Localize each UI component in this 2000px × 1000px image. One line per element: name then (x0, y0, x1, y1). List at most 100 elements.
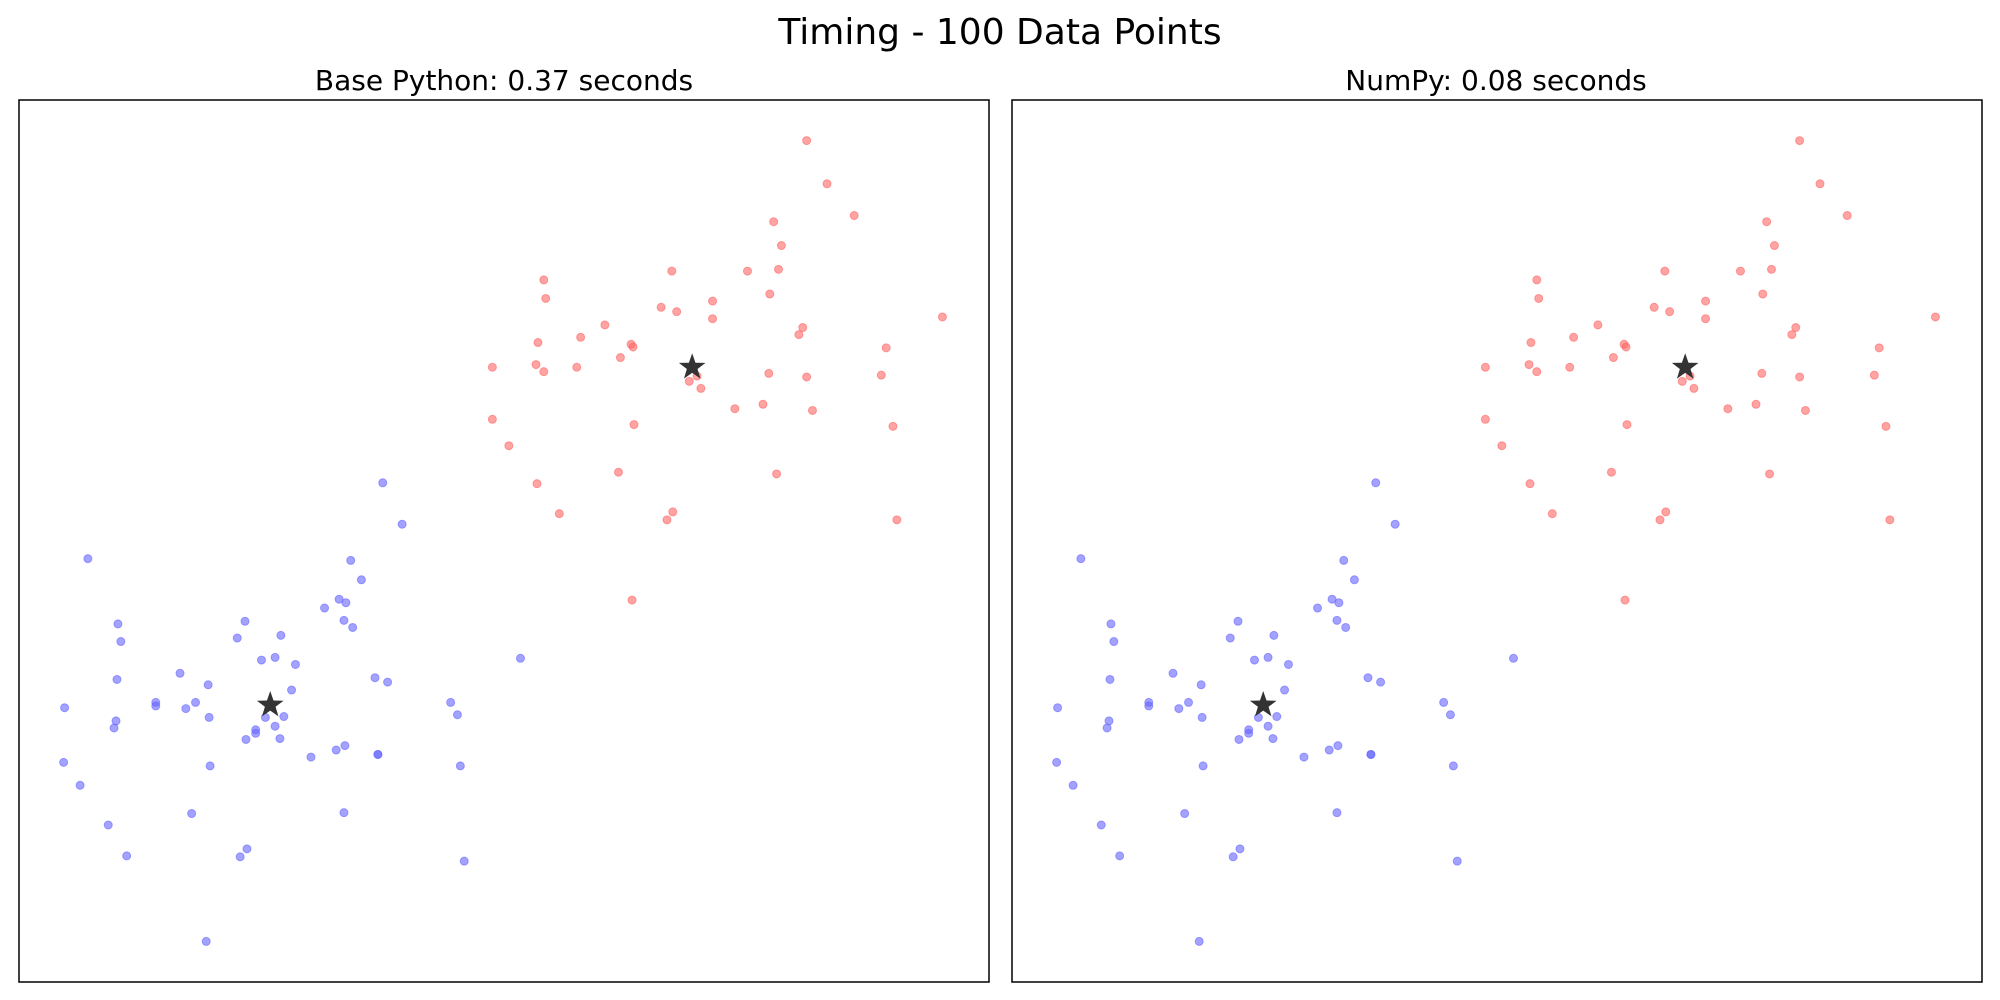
scatter-point (515, 653, 525, 663)
scatter-point (1076, 554, 1086, 564)
scatter-point (270, 652, 280, 662)
scatter-point (1327, 594, 1337, 604)
scatter-point (275, 734, 285, 744)
scatter-point (1324, 745, 1334, 755)
scatter-point (794, 330, 804, 340)
scatter-point (59, 757, 69, 767)
scatter-point (455, 761, 465, 771)
scatter-point (191, 697, 201, 707)
scatter-point (1263, 721, 1273, 731)
scatter-point (1795, 136, 1805, 146)
scatter-point (892, 515, 902, 525)
scatter-point (849, 211, 859, 221)
scatter-point (774, 264, 784, 274)
scatter-point (769, 217, 779, 227)
scatter-point (175, 668, 185, 678)
scatter-point (1874, 343, 1884, 353)
scatter-point (1313, 603, 1323, 613)
scatter-point (1608, 353, 1618, 363)
scatter-point (554, 509, 564, 519)
scatter-point (541, 293, 551, 303)
figure-title: Timing - 100 Data Points (777, 12, 1221, 53)
scatter-point (572, 362, 582, 372)
scatter-point (1272, 712, 1282, 722)
scatter-point (764, 368, 774, 378)
scatter-point (1497, 441, 1507, 451)
scatter-point (1244, 728, 1254, 738)
scatter-point (1390, 519, 1400, 529)
scatter-point (1341, 622, 1351, 632)
scatter-point (487, 414, 497, 424)
scatter-point (201, 936, 211, 946)
scatter-point (765, 289, 775, 299)
scatter-point (1661, 507, 1671, 517)
scatter-point (1332, 808, 1342, 818)
scatter-point (122, 851, 132, 861)
scatter-point (576, 332, 586, 342)
scatter-point (1769, 241, 1779, 251)
scatter-point (1649, 302, 1659, 312)
scatter-point (504, 441, 514, 451)
scatter-point (1532, 275, 1542, 285)
scatter-point (532, 479, 542, 489)
scatter-point (1174, 704, 1184, 714)
scatter-point (1283, 659, 1293, 669)
scatter-point (348, 622, 358, 632)
scatter-point (181, 704, 191, 714)
scatter-point (83, 554, 93, 564)
scatter-point (1168, 668, 1178, 678)
scatter-point (1765, 469, 1775, 479)
scatter-point (667, 266, 677, 276)
scatter-point (1104, 716, 1114, 726)
scatter-point (1096, 820, 1106, 830)
scatter-point (240, 616, 250, 626)
scatter-point (446, 697, 456, 707)
scatter-point (1196, 680, 1206, 690)
scatter-point (459, 856, 469, 866)
scatter-point (1480, 362, 1490, 372)
scatter-point (1757, 368, 1767, 378)
scatter-point (1228, 852, 1238, 862)
scatter-point (1269, 630, 1279, 640)
scatter-point (340, 741, 350, 751)
scatter-point (287, 685, 297, 695)
scatter-point (452, 710, 462, 720)
scatter-point (600, 320, 610, 330)
scatter-point (1930, 312, 1940, 322)
scatter-point (1250, 655, 1259, 665)
scatter-point (1448, 761, 1458, 771)
scatter-point (1439, 697, 1449, 707)
scatter-point (613, 467, 623, 477)
scatter-point (1565, 362, 1575, 372)
scatter-point (876, 370, 886, 380)
scatter-point (802, 372, 812, 382)
scatter-point (1225, 633, 1235, 643)
scatter-point (356, 575, 366, 585)
scatter-point (242, 844, 252, 854)
scatter-marks (59, 136, 947, 946)
scatter-point (232, 633, 242, 643)
scatter-point (662, 515, 672, 525)
subplot-base-python: Base Python: 0.37 seconds (18, 64, 990, 983)
scatter-point (151, 701, 161, 711)
scatter-point (1349, 575, 1359, 585)
scatter-point (113, 619, 123, 629)
scatter-point (1881, 421, 1891, 431)
scatter-point (1280, 685, 1290, 695)
scatter-point (1109, 637, 1119, 647)
scatter-point (1115, 851, 1125, 861)
centroid-star-marker (1249, 691, 1277, 717)
scatter-point (339, 615, 349, 625)
scatter-point (1660, 266, 1670, 276)
scatter-point (1547, 509, 1557, 519)
scatter-point (241, 734, 251, 744)
scatter-point (1620, 595, 1630, 605)
scatter-point (1842, 211, 1852, 221)
scatter-point (103, 820, 113, 830)
scatter-point (276, 630, 286, 640)
scatter-point (1480, 414, 1490, 424)
scatter-point (205, 761, 215, 771)
scatter-point (1333, 741, 1343, 751)
scatter-point (668, 507, 678, 517)
